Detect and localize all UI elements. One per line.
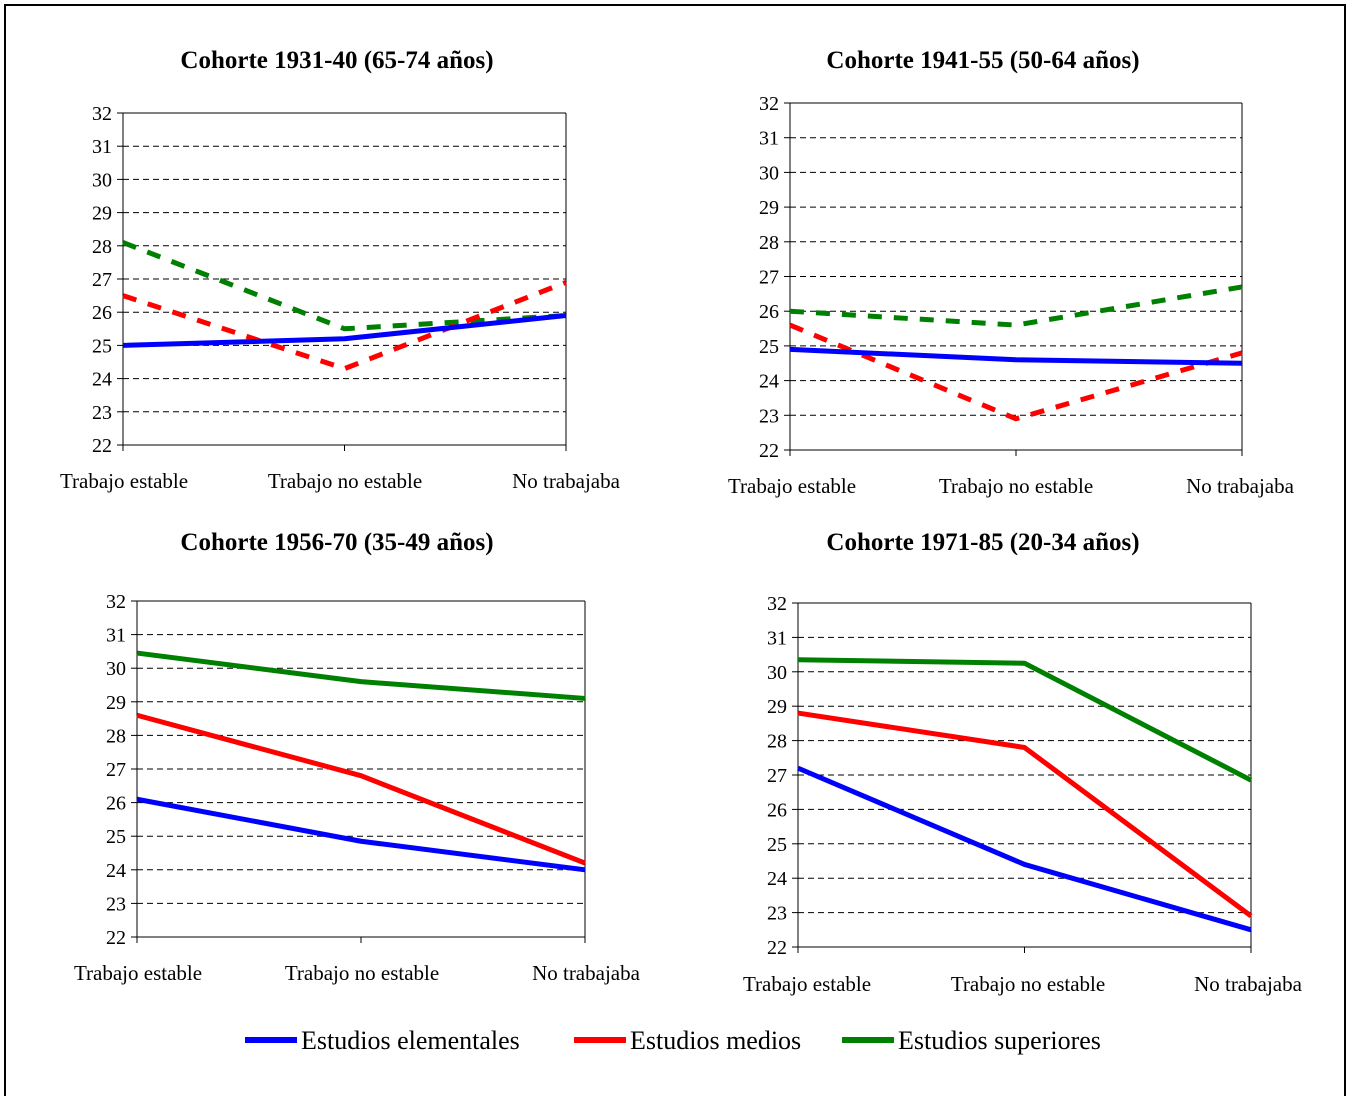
- figure-frame: [4, 4, 1346, 1096]
- x-tick-label: Trabajo no estable: [939, 474, 1093, 498]
- y-tick-label: 22: [759, 440, 779, 462]
- y-tick-label: 24: [759, 371, 779, 393]
- y-tick-label: 30: [106, 658, 126, 680]
- y-tick-label: 27: [759, 267, 779, 289]
- x-tick-label: Trabajo estable: [74, 961, 202, 985]
- y-tick-label: 29: [92, 203, 112, 225]
- y-tick-label: 26: [767, 799, 787, 821]
- y-tick-label: 25: [92, 335, 112, 357]
- y-tick-label: 31: [106, 625, 126, 647]
- y-tick-label: 23: [759, 405, 779, 427]
- y-tick-label: 28: [767, 731, 787, 753]
- legend-label-estudios-medios: Estudios medios: [630, 1026, 801, 1055]
- y-tick-label: 32: [767, 593, 787, 615]
- chart-panel-4: Cohorte 1971-85 (20-34 años) 22 23 24 25 26 27…: [743, 529, 1303, 996]
- y-tick-label: 32: [106, 591, 126, 613]
- y-tick-label: 31: [92, 136, 112, 158]
- y-tick-label: 23: [767, 903, 787, 925]
- chart-title: Cohorte 1971-85 (20-34 años): [826, 529, 1139, 556]
- y-tick-label: 32: [759, 93, 779, 115]
- y-tick-label: 29: [767, 696, 787, 718]
- y-tick-label: 30: [92, 169, 112, 191]
- series-line-estudios-elementales: [789, 346, 1243, 366]
- y-tick-label: 29: [759, 197, 779, 219]
- x-tick-label: No trabajaba: [1194, 972, 1303, 996]
- y-tick-label: 27: [767, 765, 787, 787]
- series-line-estudios-medios: [797, 710, 1253, 919]
- series-line-estudios-medios: [789, 322, 1243, 422]
- chart-panel-2: Cohorte 1941-55 (50-64 años) 22 23 24 25 26 27…: [728, 47, 1295, 498]
- x-tick-label: Trabajo no estable: [268, 469, 422, 493]
- x-tick-label: No trabajaba: [1186, 474, 1295, 498]
- x-tick-label: Trabajo no estable: [951, 972, 1105, 996]
- chart-panel-1: Cohorte 1931-40 (65-74 años) 22 23 24 25 26 27…: [60, 47, 621, 493]
- x-tick-label: Trabajo estable: [728, 474, 856, 498]
- x-tick-label: No trabajaba: [532, 961, 641, 985]
- y-tick-label: 26: [92, 302, 112, 324]
- legend-label-estudios-superiores: Estudios superiores: [898, 1026, 1101, 1055]
- y-tick-label: 32: [92, 103, 112, 125]
- series-line-estudios-medios: [136, 712, 586, 866]
- legend: Estudios elementales Estudios medios Estud…: [245, 1026, 1101, 1055]
- series-line-estudios-elementales: [122, 313, 567, 348]
- y-tick-label: 23: [106, 893, 126, 915]
- y-tick-label: 31: [767, 627, 787, 649]
- y-tick-label: 29: [106, 692, 126, 714]
- y-tick-label: 28: [106, 725, 126, 747]
- y-tick-label: 30: [759, 162, 779, 184]
- chart-title: Cohorte 1931-40 (65-74 años): [180, 47, 493, 74]
- y-tick-label: 24: [106, 860, 126, 882]
- legend-label-estudios-elementales: Estudios elementales: [301, 1026, 520, 1055]
- y-tick-label: 25: [106, 826, 126, 848]
- series-line-estudios-superiores: [136, 650, 586, 701]
- y-tick-label: 28: [92, 236, 112, 258]
- y-tick-label: 27: [106, 759, 126, 781]
- y-tick-label: 31: [759, 128, 779, 150]
- y-tick-label: 25: [767, 834, 787, 856]
- y-tick-label: 26: [759, 301, 779, 323]
- series-line-estudios-elementales: [797, 765, 1252, 933]
- y-tick-label: 24: [767, 868, 787, 890]
- chart-panel-3: Cohorte 1956-70 (35-49 años) 22 23 24 25 26 27…: [74, 529, 641, 985]
- y-tick-label: 22: [92, 435, 112, 457]
- series-line-estudios-superiores: [797, 657, 1253, 783]
- chart-title: Cohorte 1956-70 (35-49 años): [180, 529, 493, 556]
- series-line-estudios-elementales: [136, 796, 586, 873]
- y-tick-label: 22: [767, 937, 787, 959]
- y-tick-label: 30: [767, 662, 787, 684]
- y-tick-label: 26: [106, 793, 126, 815]
- series-line-estudios-medios: [122, 279, 567, 372]
- y-tick-label: 28: [759, 232, 779, 254]
- series-line-estudios-superiores: [789, 284, 1243, 328]
- x-tick-label: No trabajaba: [512, 469, 621, 493]
- y-tick-label: 27: [92, 269, 112, 291]
- x-tick-label: Trabajo estable: [60, 469, 188, 493]
- y-tick-label: 23: [92, 402, 112, 424]
- x-tick-label: Trabajo estable: [743, 972, 871, 996]
- y-tick-label: 22: [106, 927, 126, 949]
- x-tick-label: Trabajo no estable: [285, 961, 439, 985]
- chart-title: Cohorte 1941-55 (50-64 años): [826, 47, 1139, 74]
- y-tick-label: 25: [759, 336, 779, 358]
- y-tick-label: 24: [92, 369, 112, 391]
- series-line-estudios-superiores: [122, 240, 567, 332]
